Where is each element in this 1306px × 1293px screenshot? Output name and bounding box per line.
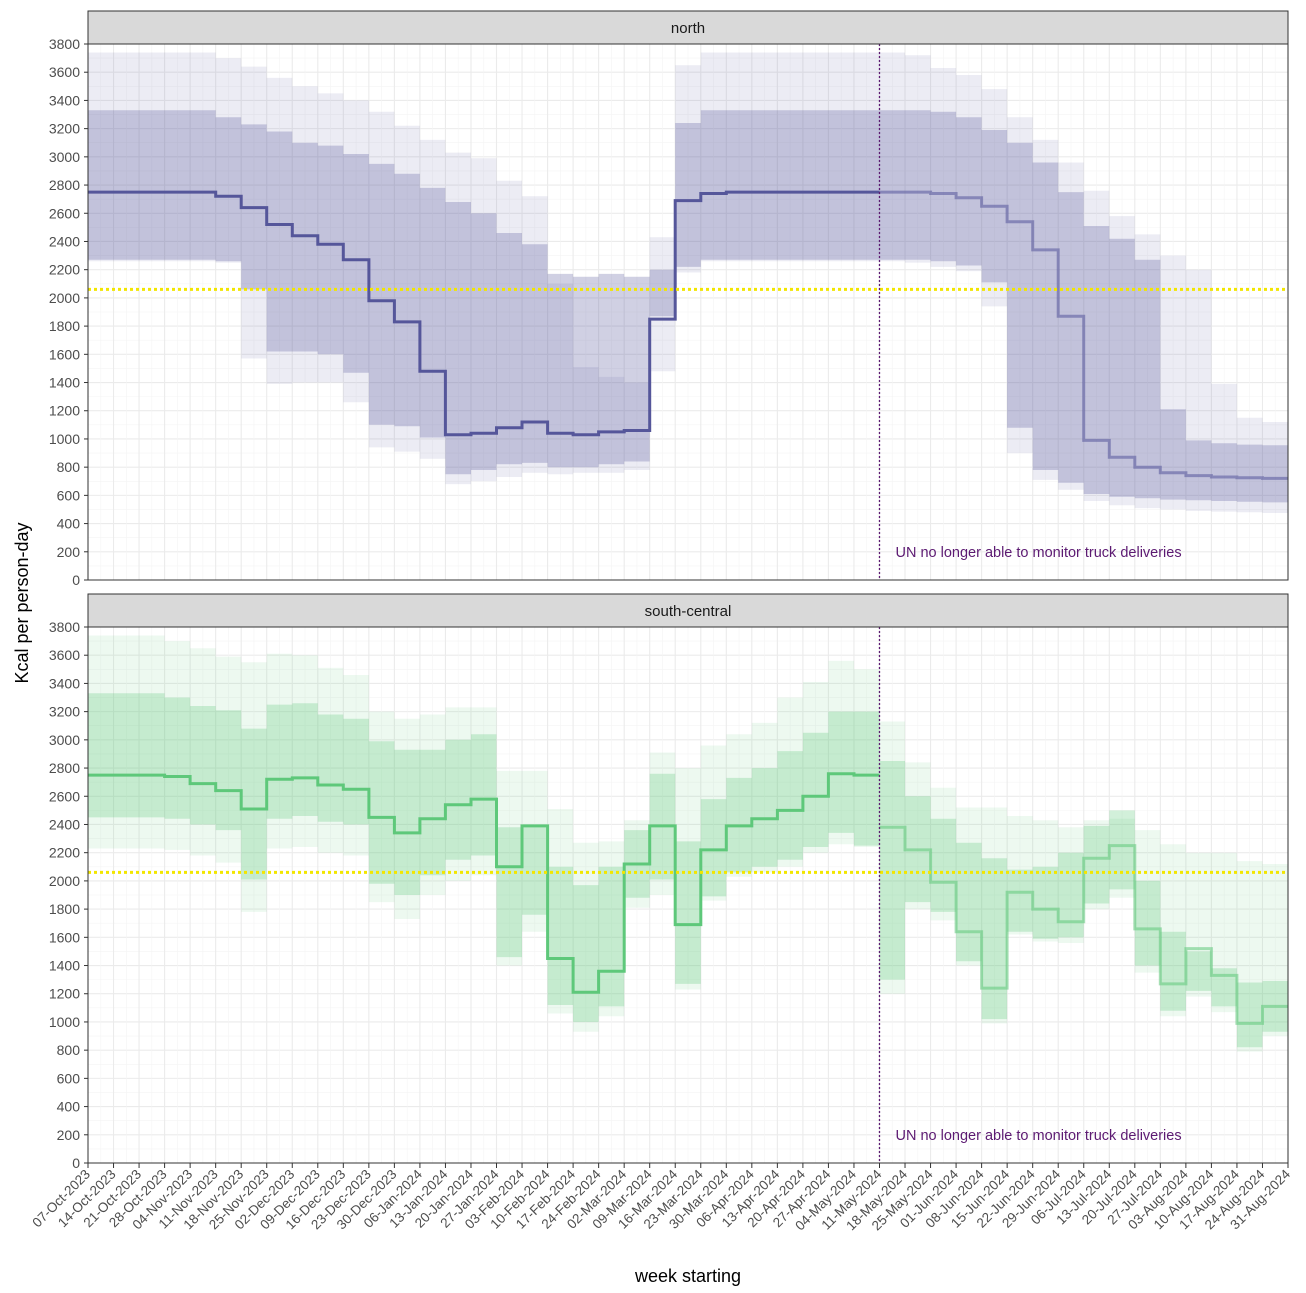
event-annotation: UN no longer able to monitor truck deliv… [895,545,1181,561]
y-tick-label: 600 [57,487,81,503]
y-tick-label: 2800 [49,760,80,776]
median-line [88,772,880,994]
y-tick-label: 2200 [49,845,80,861]
panel-border [87,626,1289,1164]
y-tick-label: 2800 [49,177,80,193]
y-tick-label: 1800 [49,318,80,334]
ribbon-50 [88,110,1288,503]
y-tick-label: 2400 [49,816,80,832]
y-tick-label: 200 [57,544,81,560]
panel-north: north UN no longer able to monitor truck … [49,10,1289,588]
y-axis: 0 200 400 600 800 1000 1200 1400 1600 1800 2000 220… [49,36,88,588]
facet-label: south-central [645,603,732,620]
median-line-projected [879,825,1288,1025]
y-tick-label: 3000 [49,732,80,748]
y-tick-label: 200 [57,1127,81,1143]
y-tick-label: 800 [57,1042,81,1058]
y-tick-label: 3200 [49,121,80,137]
y-tick-label: 2000 [49,873,80,889]
grid [87,626,1289,1164]
y-tick-label: 3200 [49,704,80,720]
y-tick-label: 3400 [49,675,80,691]
y-tick-label: 1800 [49,901,80,917]
ribbon-95 [88,635,1288,1052]
y-tick-label: 1400 [49,958,80,974]
y-tick-label: 3600 [49,64,80,80]
y-tick-label: 2200 [49,262,80,278]
y-tick-label: 400 [57,1099,81,1115]
y-tick-label: 3800 [49,619,80,635]
y-tick-label: 3600 [49,647,80,663]
y-tick-label: 400 [57,516,81,532]
y-tick-label: 2600 [49,788,80,804]
y-axis: 0 200 400 600 800 1000 1200 1400 1600 1800 2000 220… [49,619,88,1171]
event-annotation: UN no longer able to monitor truck deliv… [895,1128,1181,1144]
y-axis-title: Kcal per person-day [12,522,32,683]
panel-border [87,43,1289,581]
y-tick-label: 1000 [49,431,80,447]
median-line-projected [879,190,1288,480]
y-tick-label: 800 [57,459,81,475]
facet-strip [87,10,1289,45]
y-tick-label: 600 [57,1070,81,1086]
x-axis-title: week starting [634,1266,741,1286]
x-axis: 07-Oct-202314-Oct-202321-Oct-202328-Oct-… [29,1163,1293,1233]
y-tick-label: 1600 [49,346,80,362]
y-tick-label: 2400 [49,233,80,249]
median-line [88,190,880,437]
y-tick-label: 1600 [49,929,80,945]
y-tick-label: 1200 [49,403,80,419]
facet-panels: north UN no longer able to monitor truck … [49,10,1289,1171]
facet-label: north [671,20,705,37]
y-tick-label: 0 [72,572,80,588]
y-tick-label: 2600 [49,205,80,221]
panel-south-central: south-central UN no longer able to monito… [49,593,1289,1171]
y-tick-label: 1000 [49,1014,80,1030]
y-tick-label: 0 [72,1155,80,1171]
y-tick-label: 3800 [49,36,80,52]
y-tick-label: 1200 [49,986,80,1002]
ribbon-95 [88,52,1288,513]
y-tick-label: 2000 [49,290,80,306]
y-tick-label: 3000 [49,149,80,165]
y-tick-label: 3400 [49,92,80,108]
ribbon-50 [88,693,1288,1048]
y-tick-label: 1400 [49,375,80,391]
